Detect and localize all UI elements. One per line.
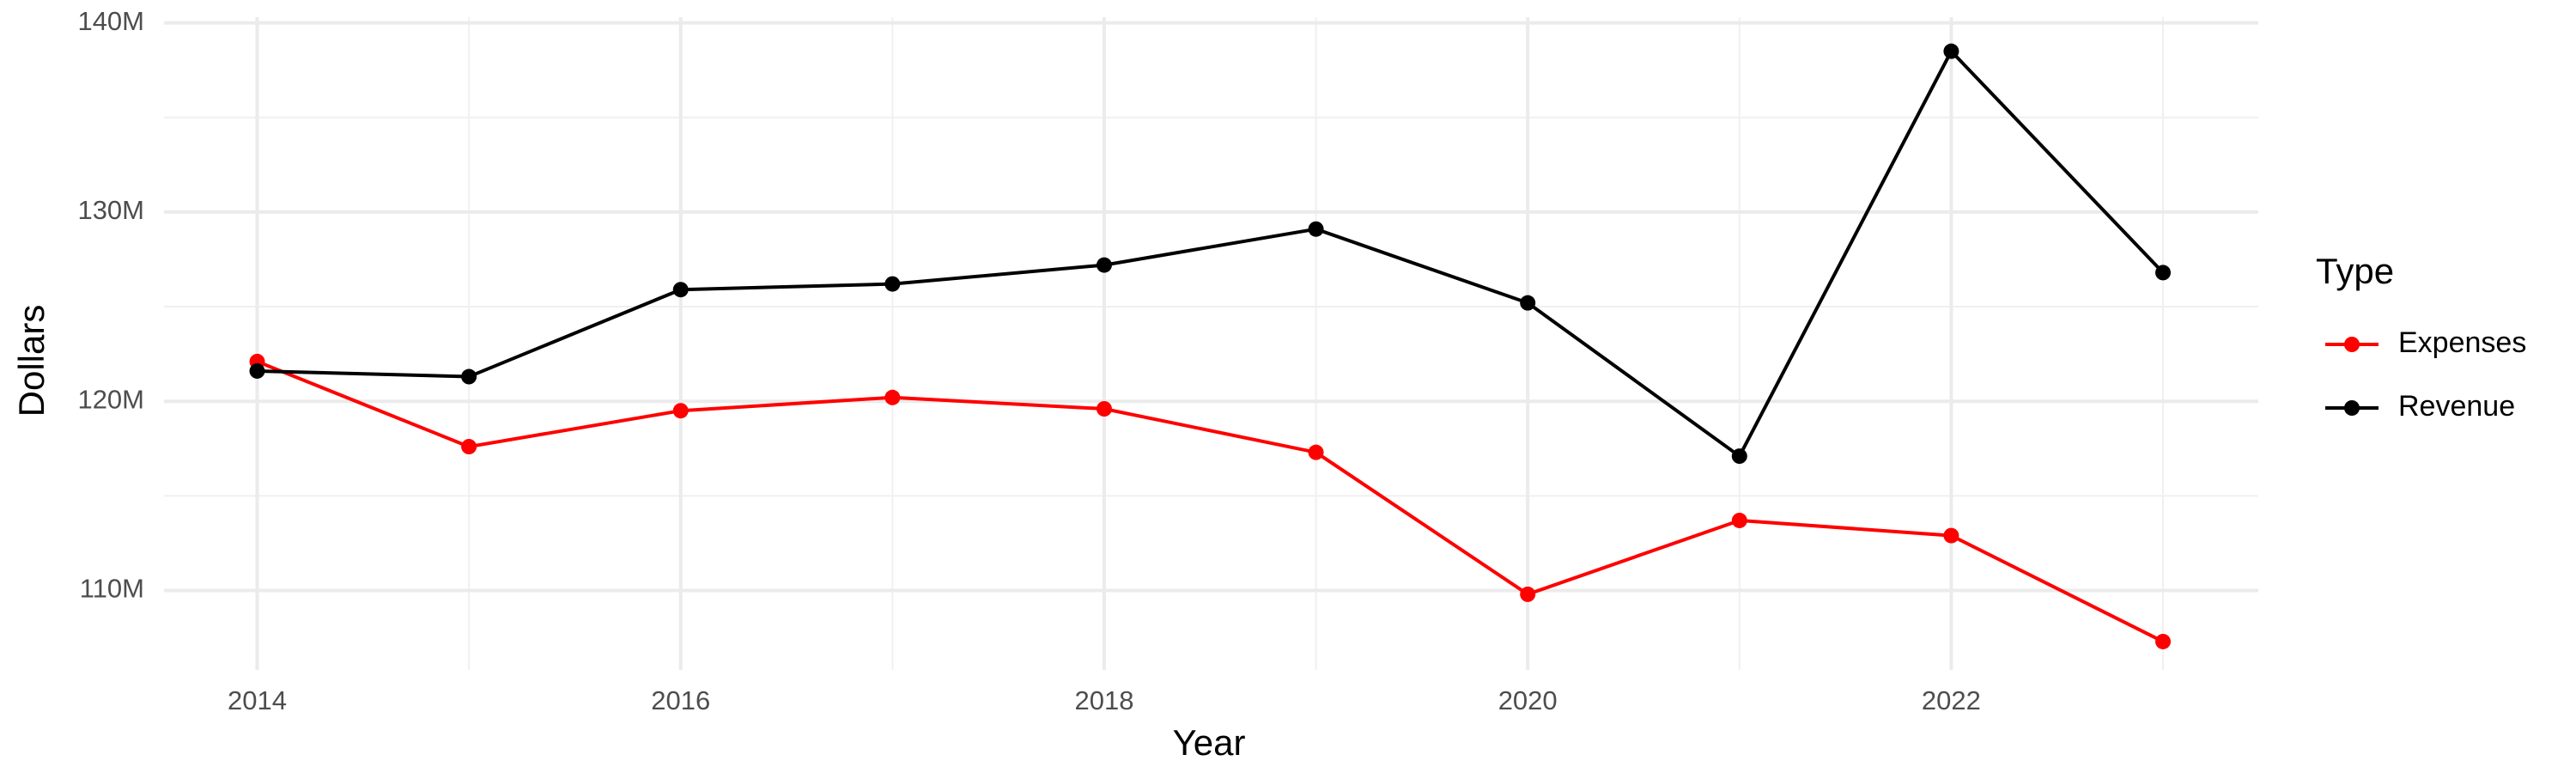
series-line — [257, 48, 2165, 460]
y-tick-label: 120M — [77, 384, 144, 414]
data-point — [1731, 448, 1747, 465]
data-point — [1308, 221, 1324, 237]
legend-key-point — [2344, 400, 2360, 416]
data-point — [672, 282, 689, 298]
data-point — [1096, 401, 1112, 417]
y-tick-label: 140M — [77, 6, 144, 36]
x-tick-label: 2020 — [1498, 685, 1558, 715]
data-point — [884, 389, 901, 405]
x-tick-label: 2018 — [1074, 685, 1133, 715]
legend-label: Expenses — [2398, 326, 2526, 359]
legend-title: Type — [2316, 251, 2394, 291]
data-point — [2155, 265, 2172, 281]
data-point — [461, 368, 477, 385]
x-tick-label: 2016 — [651, 685, 710, 715]
data-point — [249, 362, 265, 379]
data-point — [2155, 633, 2172, 649]
y-axis-title: Dollars — [11, 305, 52, 417]
data-point — [1520, 586, 1536, 602]
data-point — [1308, 444, 1324, 460]
data-point — [672, 403, 689, 419]
series-line — [256, 360, 2164, 643]
y-tick-label: 110M — [80, 574, 144, 604]
legend-label: Revenue — [2398, 390, 2515, 423]
data-point — [1943, 43, 1959, 59]
x-tick-label: 2022 — [1922, 685, 1981, 715]
data-point — [461, 439, 477, 455]
data-point — [884, 276, 901, 292]
data-point — [1096, 257, 1112, 273]
x-axis-title: Year — [1173, 722, 1246, 763]
data-point — [1520, 295, 1536, 311]
legend-key-point — [2344, 337, 2360, 352]
y-tick-label: 130M — [77, 195, 144, 225]
data-point — [1943, 527, 1959, 544]
data-point — [1731, 512, 1747, 528]
x-tick-label: 2014 — [228, 685, 287, 715]
